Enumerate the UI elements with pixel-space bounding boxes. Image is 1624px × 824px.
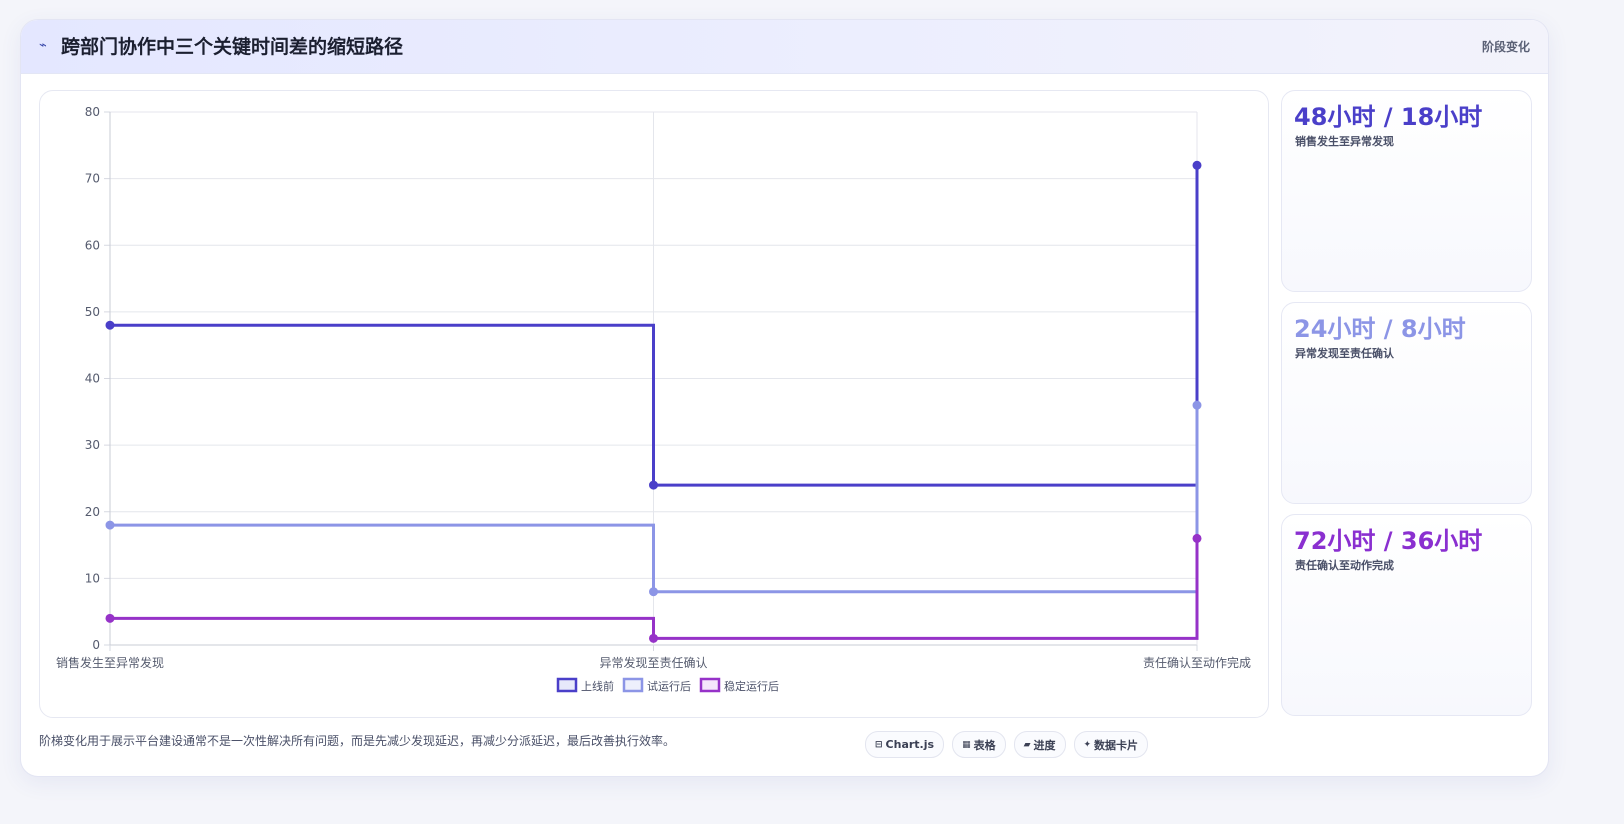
legend-label: 试运行后	[647, 680, 691, 693]
chip-progress[interactable]: ▰ 进度	[1013, 731, 1066, 758]
stat-card-1: 48小时 / 18小时 销售发生至异常发现	[1281, 90, 1532, 292]
data-point	[1192, 400, 1202, 410]
sparkle-icon: ✦	[1083, 739, 1092, 750]
y-tick-label: 30	[85, 438, 100, 452]
stat-card-3: 72小时 / 36小时 责任确认至动作完成	[1281, 514, 1532, 716]
stat-label: 异常发现至责任确认	[1295, 347, 1394, 360]
y-tick-label: 70	[85, 172, 100, 186]
data-point	[105, 320, 115, 330]
legend-swatch	[556, 677, 578, 693]
legend-swatch	[622, 677, 644, 693]
step-line-chart: 0 10 20 30 40 50 60 70 80 销售发生至异常发现 异常发现至责任确认 责任确认至…	[56, 105, 1251, 693]
chart-card: ⌁ 跨部门协作中三个关键时间差的缩短路径 阶段变化 0 10 20 30 40 50 60 7…	[20, 19, 1549, 777]
x-tick-label: 销售发生至异常发现	[56, 655, 164, 670]
legend-label: 上线前	[581, 679, 614, 693]
stat-value: 72小时 / 36小时	[1294, 527, 1483, 555]
y-tick-label: 80	[85, 105, 100, 119]
footer-note: 阶梯变化用于展示平台建设通常不是一次性解决所有问题，而是先减少发现延迟，再减少分…	[39, 734, 676, 748]
card-header: ⌁ 跨部门协作中三个关键时间差的缩短路径 阶段变化	[21, 20, 1548, 74]
y-tick-label: 50	[85, 305, 100, 319]
y-tick-label: 0	[92, 638, 100, 652]
chip-label: 数据卡片	[1094, 738, 1139, 752]
chart-icon: ⊟	[875, 739, 883, 750]
progress-icon: ▰	[1023, 739, 1031, 750]
chip-label: 表格	[973, 738, 996, 752]
data-point	[1192, 160, 1202, 170]
x-tick-label: 责任确认至动作完成	[1143, 655, 1251, 670]
y-tick-label: 10	[85, 571, 100, 585]
header-tag: 阶段变化	[1481, 40, 1530, 54]
data-point	[105, 613, 115, 623]
chip-label: Chart.js	[885, 738, 935, 751]
data-point	[1192, 533, 1202, 543]
x-tick-label: 异常发现至责任确认	[599, 655, 707, 670]
table-icon: ▦	[962, 739, 971, 750]
chip-label: 进度	[1033, 738, 1056, 752]
y-tick-label: 20	[85, 505, 100, 519]
chip-chartjs[interactable]: ⊟ Chart.js	[865, 731, 945, 758]
line-chart-icon: ⌁	[39, 38, 47, 53]
data-point	[649, 633, 658, 643]
chip-row: ⊟ Chart.js ▦ 表格 ▰ 进度 ✦ 数据卡片	[865, 731, 1149, 758]
legend-swatch	[699, 677, 721, 693]
stat-value: 48小时 / 18小时	[1294, 103, 1483, 131]
stat-value: 24小时 / 8小时	[1294, 315, 1466, 343]
data-point	[105, 520, 115, 530]
y-tick-label: 60	[85, 238, 100, 252]
data-point	[649, 587, 658, 597]
stat-label: 销售发生至异常发现	[1295, 135, 1394, 148]
page-title: 跨部门协作中三个关键时间差的缩短路径	[61, 36, 404, 58]
chart-panel: 0 10 20 30 40 50 60 70 80 销售发生至异常发现 异常发现至责任确认 责任确认至…	[39, 90, 1269, 718]
chip-data-cards[interactable]: ✦ 数据卡片	[1073, 731, 1149, 758]
stat-label: 责任确认至动作完成	[1295, 559, 1394, 572]
y-tick-label: 40	[85, 372, 100, 386]
chip-table[interactable]: ▦ 表格	[952, 731, 1006, 758]
stat-card-2: 24小时 / 8小时 异常发现至责任确认	[1281, 302, 1532, 504]
legend-label: 稳定运行后	[724, 679, 779, 693]
data-point	[649, 480, 658, 490]
